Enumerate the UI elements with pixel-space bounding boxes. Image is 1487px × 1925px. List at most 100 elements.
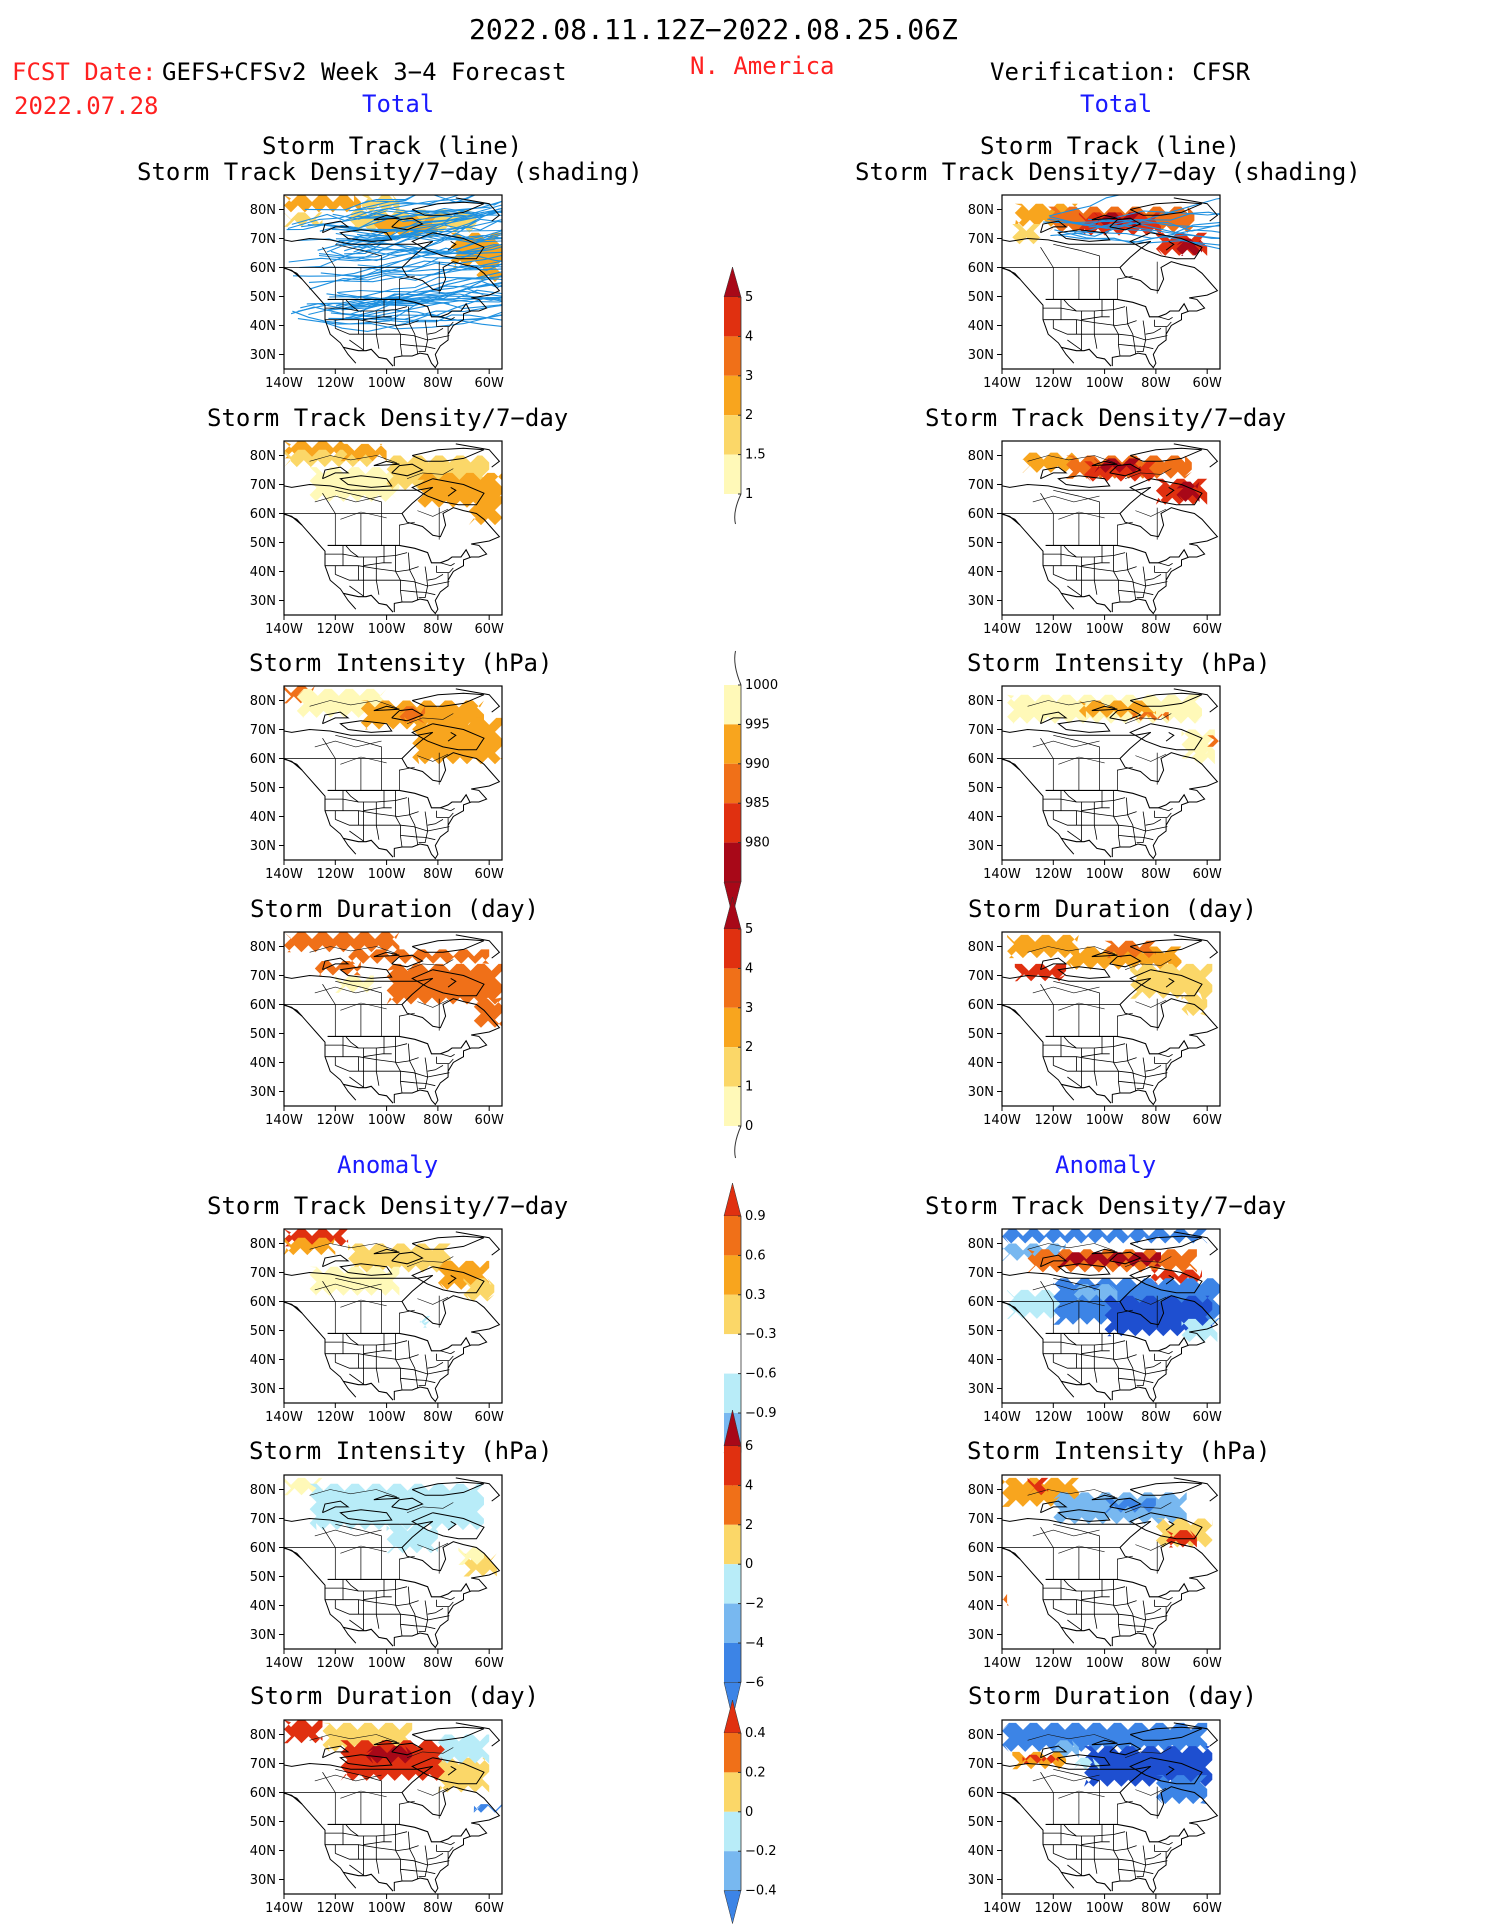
contour-line bbox=[340, 1299, 387, 1308]
state-border bbox=[375, 802, 380, 840]
state-border bbox=[418, 320, 429, 352]
state-border bbox=[345, 545, 359, 558]
lon-tick-label: 120W bbox=[1034, 1656, 1072, 1671]
state-border bbox=[1154, 1056, 1172, 1064]
contour-line bbox=[1124, 468, 1172, 479]
contour-line bbox=[1027, 700, 1115, 709]
state-border bbox=[1043, 552, 1126, 558]
state-border bbox=[1126, 1831, 1136, 1879]
coastline bbox=[391, 954, 424, 968]
contour-line bbox=[340, 1790, 387, 1799]
contour-line bbox=[314, 495, 382, 503]
state-border bbox=[400, 1623, 436, 1630]
contour-line bbox=[406, 1747, 454, 1758]
panel-title-duration-anom-right: Storm Duration (day) bbox=[968, 1682, 1257, 1710]
state-border bbox=[325, 319, 419, 326]
state-border bbox=[427, 1362, 444, 1369]
lon-tick-label: 140W bbox=[983, 622, 1021, 637]
coastline bbox=[1129, 969, 1203, 997]
state-border bbox=[427, 1065, 444, 1072]
lon-tick-label: 140W bbox=[983, 376, 1021, 391]
state-border bbox=[1136, 811, 1147, 843]
country-border bbox=[1045, 1823, 1189, 1843]
state-border bbox=[375, 1345, 380, 1383]
state-border bbox=[1093, 311, 1098, 349]
colorbar-segment bbox=[724, 336, 741, 376]
shaded-cell bbox=[1176, 238, 1202, 256]
lat-tick-label: 30N bbox=[968, 1628, 994, 1643]
map-duration-anom-cfsr: 80N 70N 60N 50N 40N 30N 140W 120W 100W 80W 60W bbox=[968, 1719, 1222, 1916]
country-border bbox=[342, 592, 394, 613]
contour-line bbox=[1135, 753, 1167, 762]
lon-tick-label: 140W bbox=[265, 1901, 303, 1916]
lat-tick-label: 60N bbox=[968, 998, 994, 1013]
lat-tick-label: 30N bbox=[250, 1382, 276, 1397]
state-border bbox=[440, 807, 455, 812]
coastline bbox=[1129, 938, 1203, 953]
state-border bbox=[1067, 1373, 1082, 1385]
colorbar-intensity-anomaly: 6 4 2 0 −2 −4 −6 bbox=[723, 1409, 764, 1719]
state-border bbox=[1154, 319, 1172, 327]
province-border bbox=[1053, 489, 1100, 514]
panel-frame bbox=[1001, 1228, 1221, 1404]
shaded-cell bbox=[309, 1266, 400, 1296]
state-border bbox=[1118, 344, 1154, 350]
state-border bbox=[325, 797, 408, 803]
country-border bbox=[327, 1823, 471, 1843]
contour-line bbox=[1058, 756, 1105, 765]
province-border bbox=[322, 984, 336, 1005]
map-intensity-anom-cfsr: 80N 70N 60N 50N 40N 30N 140W 120W 100W 80W 60W bbox=[968, 1474, 1222, 1671]
shaded-cell bbox=[348, 949, 490, 964]
coastline bbox=[411, 478, 485, 506]
country-border bbox=[1045, 1332, 1189, 1352]
state-border bbox=[400, 1080, 436, 1087]
lat-tick-label: 50N bbox=[968, 290, 994, 305]
coastline bbox=[411, 1757, 485, 1785]
lat-tick-label: 60N bbox=[250, 507, 276, 522]
province-border bbox=[1117, 521, 1133, 546]
coastline bbox=[1129, 723, 1203, 751]
state-border bbox=[400, 1868, 436, 1875]
lat-tick-label: 50N bbox=[250, 1324, 276, 1339]
state-border bbox=[1063, 1036, 1077, 1049]
state-border bbox=[1154, 810, 1172, 818]
verification-title: Verification: CFSR bbox=[990, 58, 1251, 86]
lon-tick-label: 100W bbox=[368, 1901, 406, 1916]
panel-title-duration-total-right: Storm Duration (day) bbox=[968, 895, 1257, 923]
country-border bbox=[342, 1871, 394, 1892]
province-border bbox=[1040, 1772, 1054, 1793]
colorbar-label: 1.5 bbox=[745, 448, 766, 463]
state-border bbox=[1043, 1831, 1126, 1837]
colorbar-label: 0 bbox=[745, 1805, 753, 1820]
state-border bbox=[349, 830, 364, 842]
lat-tick-label: 60N bbox=[968, 752, 994, 767]
colorbar-segment bbox=[724, 375, 741, 416]
colorbar-duration-anomaly: 0.4 0.2 0 −0.2 −0.4 bbox=[723, 1699, 777, 1924]
lat-tick-label: 50N bbox=[250, 781, 276, 796]
state-border bbox=[375, 1836, 380, 1874]
colorbar-segment bbox=[724, 1007, 741, 1048]
panel-title-intensity-anom-left: Storm Intensity (hPa) bbox=[249, 1437, 553, 1465]
state-border bbox=[400, 1377, 436, 1384]
coastline bbox=[1165, 1765, 1175, 1776]
country-border bbox=[284, 1792, 303, 1805]
coastline bbox=[373, 460, 400, 467]
lat-tick-label: 50N bbox=[968, 1324, 994, 1339]
lon-tick-label: 80W bbox=[1141, 1656, 1171, 1671]
lon-tick-label: 80W bbox=[423, 622, 453, 637]
lat-tick-label: 40N bbox=[250, 1056, 276, 1071]
colorbar-label: −0.2 bbox=[745, 1844, 777, 1859]
state-border bbox=[436, 810, 454, 818]
panel-frame bbox=[1001, 440, 1221, 616]
state-border bbox=[335, 574, 450, 587]
state-border bbox=[418, 1354, 429, 1386]
colorbar-segment bbox=[724, 1851, 741, 1891]
contour-line bbox=[1135, 508, 1167, 517]
map-track-total-cfsr: 80N 70N 60N 50N 40N 30N 140W 120W 100W 80W 60W bbox=[968, 194, 1222, 391]
coastline bbox=[1109, 1742, 1142, 1756]
state-border bbox=[1093, 802, 1098, 840]
contour-line bbox=[1124, 1502, 1172, 1513]
state-border bbox=[436, 319, 454, 327]
state-border bbox=[325, 552, 408, 558]
state-border bbox=[1136, 1057, 1147, 1089]
